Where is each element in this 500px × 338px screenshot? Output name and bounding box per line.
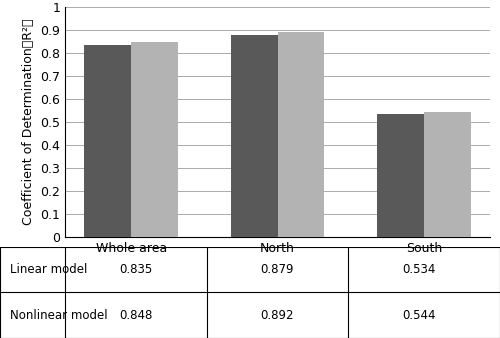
Text: Linear model: Linear model [10,263,87,276]
Text: Nonlinear model: Nonlinear model [10,309,108,322]
Text: 0.848: 0.848 [119,309,152,322]
Text: 0.534: 0.534 [402,263,436,276]
Text: 0.835: 0.835 [119,263,152,276]
Text: 0.892: 0.892 [260,309,294,322]
Text: 0.879: 0.879 [260,263,294,276]
Bar [230,34,278,237]
Bar [131,42,178,237]
Bar [84,45,131,237]
Y-axis label: Coefficient of Determination（R²）: Coefficient of Determination（R²） [22,19,35,225]
Bar [377,114,424,237]
Text: 0.544: 0.544 [402,309,436,322]
Bar [424,112,470,237]
Bar [278,31,324,237]
